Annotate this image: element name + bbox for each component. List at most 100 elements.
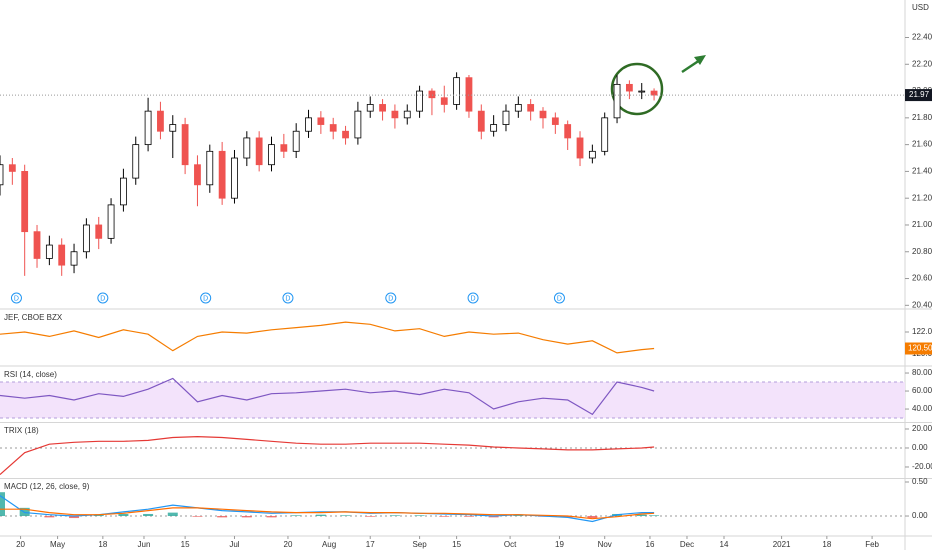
y-tick-label: 20.60 — [912, 274, 932, 283]
dividend-marker — [385, 292, 397, 304]
candle-body — [601, 117, 609, 152]
y-tick-label: 21.80 — [912, 113, 932, 122]
indicator-line — [0, 377, 655, 416]
candle-body — [588, 150, 596, 159]
dividend-label: D — [471, 295, 476, 302]
candle-body — [453, 77, 461, 105]
x-tick-label: 14 — [720, 540, 729, 549]
candle-body — [181, 124, 189, 166]
dividend-marker — [467, 292, 479, 304]
x-tick-label: May — [50, 540, 65, 549]
candle-body — [0, 164, 4, 186]
candle-body — [428, 90, 436, 99]
histogram-bar — [389, 515, 400, 517]
histogram-bar — [463, 516, 474, 517]
candle-body — [366, 104, 374, 112]
dividend-marker — [97, 292, 109, 304]
y-tick-label: 40.00 — [912, 404, 932, 413]
candle-body — [82, 224, 90, 253]
candle-body — [625, 83, 633, 92]
candle-body — [305, 117, 312, 132]
y-tick-label: 0.00 — [912, 443, 928, 452]
candle-body — [45, 244, 53, 259]
y-tick-label: 0.50 — [912, 477, 928, 486]
histogram-bar — [118, 513, 129, 517]
rsi-band — [0, 382, 905, 419]
dividend-marker — [200, 292, 212, 304]
x-tick-label: 15 — [181, 540, 190, 549]
x-tick-label: 20 — [284, 540, 293, 549]
x-tick-label: Oct — [504, 540, 517, 549]
candle-body — [391, 110, 399, 119]
candle-body — [342, 130, 349, 139]
y-tick-label: 20.00 — [912, 424, 932, 433]
histogram-bar — [562, 516, 573, 518]
histogram-bar — [167, 512, 178, 517]
histogram-bar — [266, 516, 277, 518]
histogram-bar — [192, 516, 203, 517]
candle-body — [527, 104, 535, 112]
x-tick-label: Jun — [138, 540, 151, 549]
candle-body — [416, 90, 423, 112]
candle-body — [218, 150, 226, 199]
highlight-circle — [610, 62, 664, 116]
x-tick-label: 20 — [16, 540, 25, 549]
y-tick-label: 21.00 — [912, 220, 932, 229]
y-tick-label: 0.00 — [912, 511, 928, 520]
candle-body — [169, 124, 177, 132]
candle-body — [268, 144, 275, 166]
candle-body — [551, 117, 559, 125]
x-tick-label: Nov — [598, 540, 612, 549]
trend-arrow — [681, 55, 706, 74]
candle-body — [329, 124, 337, 132]
histogram-bar — [0, 492, 5, 517]
candle-body — [576, 137, 584, 159]
y-tick-label: 22.40 — [912, 33, 932, 42]
candle-body — [120, 177, 127, 206]
y-tick-label: 21.40 — [912, 167, 932, 176]
candle-body — [231, 157, 238, 199]
y-tick-label: 22.20 — [912, 59, 932, 68]
histogram-bar — [291, 515, 302, 517]
x-tick-label: Feb — [865, 540, 879, 549]
candle-body — [514, 104, 522, 112]
candle-body — [144, 110, 152, 146]
dividend-label: D — [557, 295, 562, 302]
histogram-bar — [513, 515, 524, 517]
indicator-line — [0, 321, 655, 354]
candle-body — [255, 137, 263, 166]
candle-body — [292, 130, 300, 152]
candle-body — [194, 164, 201, 186]
candle-body — [477, 110, 485, 132]
pane-title: TRIX (18) — [4, 426, 39, 435]
candle-body — [539, 110, 547, 119]
dividend-label: D — [388, 295, 393, 302]
last-price-label: 21.97 — [909, 90, 930, 99]
histogram-bar — [315, 514, 326, 517]
histogram-bar — [241, 516, 252, 518]
x-tick-label: 16 — [646, 540, 655, 549]
candle-body — [638, 90, 646, 93]
last-price-box — [905, 89, 932, 102]
pane-title: MACD (12, 26, close, 9) — [4, 482, 90, 491]
candle-body — [107, 204, 115, 239]
y-tick-label: 60.00 — [912, 386, 932, 395]
y-tick-label: 21.20 — [912, 193, 932, 202]
y-tick-label: 122.00 — [912, 327, 932, 336]
candle-body — [564, 124, 572, 139]
dividend-label: D — [100, 295, 105, 302]
histogram-bar — [414, 515, 425, 517]
arrow-head — [694, 55, 706, 65]
histogram-bar — [69, 516, 80, 519]
candle-body — [317, 117, 325, 125]
x-tick-label: 15 — [452, 540, 461, 549]
candle-body — [465, 77, 473, 112]
x-tick-label: 2021 — [773, 540, 791, 549]
candle-body — [33, 231, 41, 259]
x-tick-label: Aug — [322, 540, 336, 549]
candle-body — [379, 104, 386, 112]
candle-body — [243, 137, 251, 159]
pane-title: JEF, CBOE BZX — [4, 313, 63, 322]
histogram-bar — [217, 516, 228, 518]
